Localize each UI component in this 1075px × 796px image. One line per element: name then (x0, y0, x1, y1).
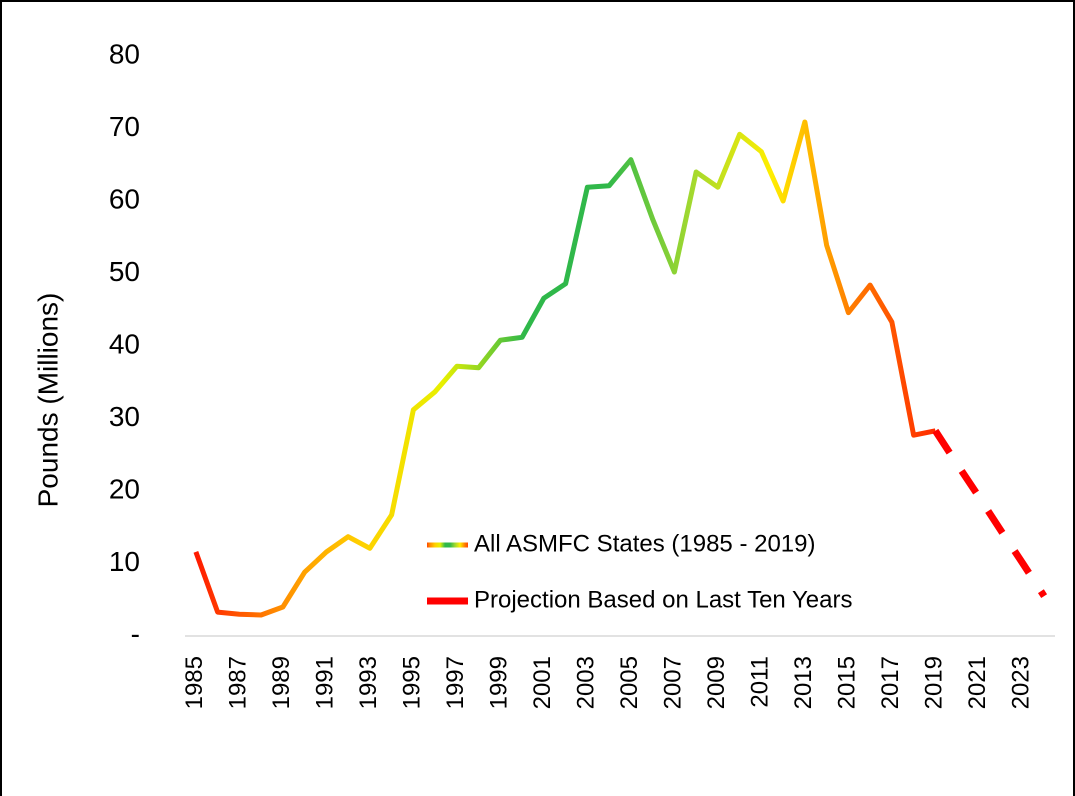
x-tick-label: 2011 (747, 656, 774, 708)
data-line (932, 428, 1048, 599)
x-tick-label: 2019 (921, 656, 948, 709)
legend-label: All ASMFC States (1985 - 2019) (474, 530, 815, 557)
y-tick-label: 30 (109, 401, 140, 432)
data-line (193, 119, 936, 618)
y-tick-label: 70 (109, 111, 140, 142)
x-tick-label: 1995 (399, 656, 426, 709)
x-tick-label: 2015 (834, 656, 861, 709)
x-tick-label: 1987 (225, 656, 252, 709)
x-tick-label: 1993 (355, 656, 382, 709)
y-tick-label: 10 (109, 546, 140, 577)
y-tick-label: 80 (109, 38, 140, 69)
x-tick-label: 2007 (660, 656, 687, 709)
x-tick-label: 2013 (790, 656, 817, 709)
x-tick-label: 1991 (312, 656, 339, 709)
x-tick-label: 2003 (573, 656, 600, 709)
x-tick-label: 2017 (877, 656, 904, 709)
y-tick-label: 40 (109, 328, 140, 359)
y-tick-label: - (131, 618, 140, 649)
y-axis-label: Pounds (Millions) (32, 293, 63, 508)
x-tick-label: 2023 (1008, 656, 1035, 709)
x-tick-label: 1997 (442, 656, 469, 709)
y-tick-label: 20 (109, 473, 140, 504)
x-tick-label: 1999 (486, 656, 513, 709)
y-tick-label: 50 (109, 256, 140, 287)
x-tick-label: 1989 (268, 656, 295, 709)
x-tick-label: 2009 (703, 656, 730, 709)
legend-label: Projection Based on Last Ten Years (474, 586, 853, 613)
y-tick-label: 60 (109, 183, 140, 214)
x-tick-label: 2005 (616, 656, 643, 709)
x-tick-label: 1985 (181, 656, 208, 709)
x-tick-label: 2001 (529, 656, 556, 709)
x-tick-label: 2021 (964, 656, 991, 709)
